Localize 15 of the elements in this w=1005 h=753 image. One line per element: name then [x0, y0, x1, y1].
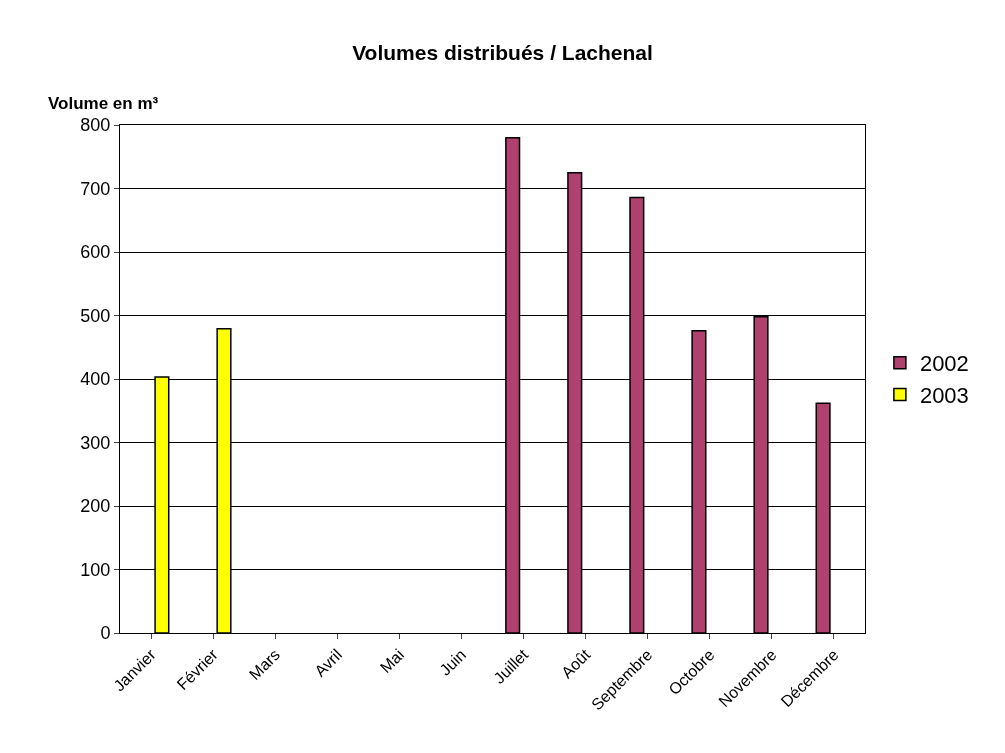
y-tick-label: 400 [80, 369, 111, 390]
y-tick-label: 700 [80, 178, 111, 199]
x-tick-label: Juin [436, 645, 470, 679]
y-tick-label: 0 [100, 623, 111, 644]
y-tick-label: 200 [80, 496, 111, 517]
y-tick-label: 300 [80, 432, 111, 453]
legend-label: 2002 [919, 351, 969, 377]
legend-label: 2003 [919, 382, 969, 408]
y-tick-label: 600 [80, 242, 111, 263]
y-tick-label: 100 [80, 559, 111, 580]
x-tick-label: Mai [376, 645, 408, 677]
y-tick-label: 500 [80, 305, 111, 326]
y-tick-label: 800 [80, 115, 111, 136]
y-axis-title: Volume en m³ [48, 94, 159, 113]
chart-title: Volumes distribués / Lachenal [352, 40, 653, 64]
